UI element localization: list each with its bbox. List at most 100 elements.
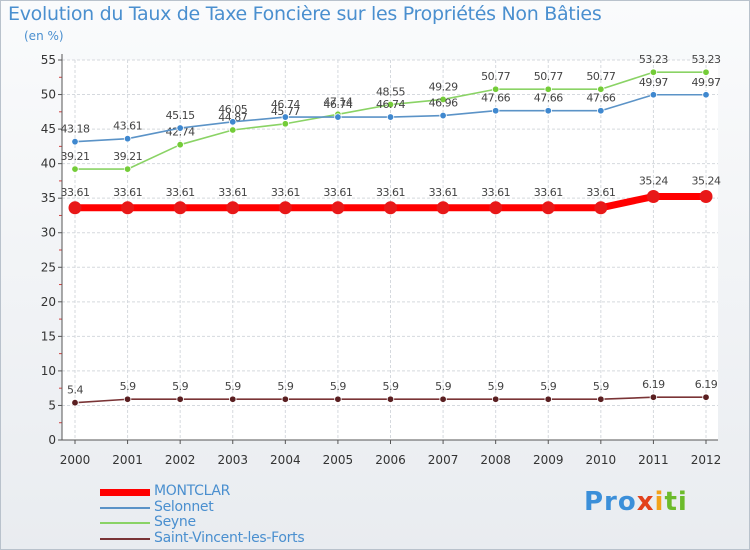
data-label: 39.21 (61, 150, 90, 163)
data-point (71, 137, 79, 146)
data-label: 49.29 (429, 80, 458, 93)
data-point (649, 393, 658, 401)
data-label: 48.55 (376, 86, 405, 99)
data-label: 33.61 (218, 186, 247, 199)
data-point (594, 201, 608, 215)
series-saint-vincent-les-forts: 5.4 5.9 5.9 5.9 5.9 5.9 5.9 5.9 5.9 5.9 5.9 6.19 6.1… (67, 378, 718, 407)
data-point (121, 201, 135, 215)
data-label: 33.61 (323, 186, 352, 199)
legend-label: Selonnet (154, 498, 214, 515)
y-tick-label: 50 (41, 88, 56, 102)
chart-subtitle: (en %) (24, 29, 64, 43)
y-tick-label: 5 (48, 398, 56, 412)
data-point (491, 85, 500, 93)
x-tick-label: 2003 (217, 453, 248, 467)
data-label: 45.77 (271, 105, 300, 118)
data-point (331, 201, 345, 215)
data-point (702, 68, 710, 76)
x-tick-label: 2005 (323, 453, 354, 467)
data-point (649, 91, 658, 99)
legend-label: Seyne (154, 514, 196, 530)
x-tick-label: 2008 (480, 453, 511, 467)
data-label: 33.61 (481, 186, 510, 199)
data-label: 33.61 (586, 186, 615, 199)
data-label: 6.19 (642, 378, 665, 391)
data-label: 35.24 (692, 175, 721, 188)
data-point (386, 100, 395, 109)
x-tick-label: 2012 (691, 453, 722, 467)
data-point (281, 120, 290, 128)
data-point (176, 141, 184, 149)
logo-part-4: ti (664, 487, 688, 517)
data-point (386, 113, 395, 121)
data-point (702, 393, 710, 401)
x-tick-label: 2009 (533, 453, 564, 467)
data-label: 5.9 (383, 380, 399, 393)
data-point (649, 68, 658, 76)
data-label: 49.97 (639, 76, 668, 89)
data-point (281, 113, 290, 121)
data-point (173, 201, 187, 215)
data-label: 46.96 (429, 97, 458, 110)
logo-part-2: x (636, 487, 655, 517)
legend-swatch (100, 537, 150, 540)
data-label: 47.66 (586, 92, 615, 105)
data-label: 5.9 (225, 380, 241, 393)
data-label: 53.23 (639, 53, 668, 66)
chart-title: Evolution du Taux de Taxe Foncière sur l… (8, 3, 602, 25)
data-point (597, 107, 605, 115)
y-tick-label: 30 (41, 226, 56, 240)
data-point (229, 126, 237, 134)
legend-swatch (100, 506, 150, 509)
data-point (702, 91, 710, 99)
data-label: 5.9 (277, 380, 293, 393)
data-point (491, 395, 500, 403)
data-point (544, 85, 552, 93)
data-point (384, 201, 397, 215)
data-point (278, 201, 292, 215)
y-tick-label: 40 (41, 157, 56, 171)
data-point (229, 395, 237, 403)
x-tick-label: 2001 (112, 453, 143, 467)
y-tick-label: 45 (41, 122, 56, 136)
legend-swatch (100, 488, 150, 496)
proxiti-logo: Proxiti (584, 487, 688, 517)
x-tick-label: 2000 (60, 453, 91, 467)
data-point (334, 113, 342, 121)
data-label: 5.9 (435, 380, 451, 393)
data-point (71, 165, 79, 173)
data-point (68, 201, 82, 215)
data-point (123, 165, 132, 173)
data-label: 33.61 (429, 186, 458, 199)
series-selonnet: 43.18 43.61 45.15 46.05 46.74 46.74 46.74 46.96… (61, 76, 721, 146)
data-point (544, 395, 552, 403)
data-label: 33.61 (166, 186, 195, 199)
data-label: 33.61 (534, 186, 563, 199)
data-point (544, 107, 552, 115)
data-label: 47.66 (481, 92, 510, 105)
y-tick-label: 20 (41, 295, 56, 309)
legend-label: Saint-Vincent-les-Forts (154, 529, 305, 546)
data-point (597, 395, 605, 403)
data-label: 33.61 (271, 186, 300, 199)
x-tick-label: 2007 (428, 453, 459, 467)
data-point (646, 190, 660, 204)
data-point (123, 395, 132, 403)
data-point (123, 134, 132, 143)
y-tick-label: 55 (41, 53, 56, 67)
data-point (176, 395, 184, 403)
data-label: 50.77 (534, 70, 563, 83)
data-label: 46.05 (218, 103, 247, 116)
data-point (176, 124, 184, 132)
data-label: 46.74 (376, 98, 405, 111)
data-label: 33.61 (61, 186, 90, 199)
data-label: 35.24 (639, 175, 668, 188)
data-point (386, 395, 395, 403)
data-label: 6.19 (695, 378, 718, 391)
data-point (334, 395, 342, 403)
data-label: 46.74 (323, 98, 352, 111)
data-point (489, 201, 503, 215)
data-label: 5.9 (488, 380, 504, 393)
y-tick-label: 25 (41, 260, 56, 274)
data-label: 45.15 (166, 109, 195, 122)
